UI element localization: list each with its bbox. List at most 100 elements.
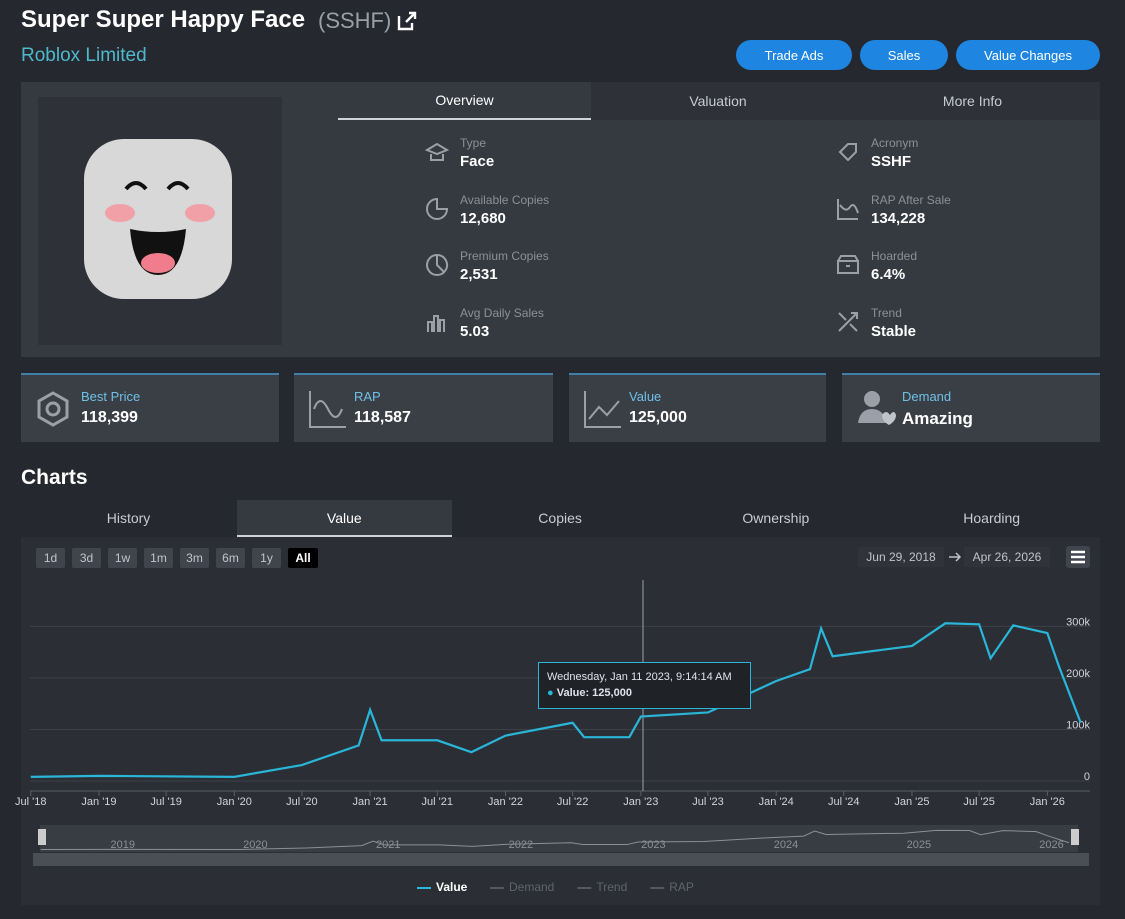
navigator-label: 2019 — [111, 839, 135, 851]
stat-label: Avg Daily Sales — [460, 306, 544, 320]
x-tick-label: Jan '24 — [759, 796, 794, 808]
value-changes-button[interactable]: Value Changes — [956, 40, 1100, 70]
trade-ads-button[interactable]: Trade Ads — [736, 40, 852, 70]
sales-button[interactable]: Sales — [860, 40, 948, 70]
card-label: Demand — [902, 389, 952, 404]
menu-button[interactable] — [1066, 546, 1090, 568]
chart-tab[interactable]: Ownership — [742, 509, 810, 526]
navigator-label: 2026 — [1039, 839, 1063, 851]
range-button[interactable]: 1y — [252, 548, 281, 568]
value-line — [30, 622, 1082, 778]
stat-label: Type — [460, 136, 487, 150]
legend-label: Value — [436, 880, 468, 894]
stat-value: 6.4% — [871, 266, 906, 283]
x-tick-label: Jul '21 — [422, 796, 453, 808]
x-tick-label: Jul '23 — [692, 796, 723, 808]
label: Sales — [887, 47, 921, 63]
stat-value: Stable — [871, 323, 917, 340]
card: RAP 118,587 — [294, 373, 553, 442]
navigator-handle[interactable] — [38, 829, 46, 845]
tab-valuation[interactable]: Valuation — [591, 82, 845, 120]
stat-icon — [425, 142, 449, 161]
y-tick-label: 0 — [1084, 771, 1090, 783]
navigator-scrollbar — [33, 853, 1089, 866]
stat-icon — [426, 254, 449, 276]
range-button[interactable]: All — [288, 548, 318, 568]
tooltip-date: Wednesday, Jan 11 2023, 9:14:14 AM — [547, 671, 732, 683]
stat-value: 12,680 — [460, 210, 506, 227]
tab-overview[interactable]: Overview — [338, 82, 591, 120]
chart-tab[interactable]: Hoarding — [963, 509, 1021, 526]
x-tick-label: Jul '19 — [150, 796, 181, 808]
stat-value: 2,531 — [460, 266, 498, 283]
card-value: 118,587 — [354, 409, 411, 426]
stat-icon — [426, 197, 449, 220]
item-image — [38, 97, 282, 345]
label: Trade Ads — [764, 47, 824, 63]
card-value: 118,399 — [81, 409, 138, 426]
chart-tab[interactable]: Copies — [538, 509, 582, 526]
stat-icon — [837, 199, 859, 220]
chart-tab[interactable]: Value — [236, 500, 452, 537]
tab-more-info[interactable]: More Info — [845, 82, 1100, 120]
x-tick-label: Jan '22 — [488, 796, 523, 808]
legend-label: RAP — [669, 880, 694, 894]
x-tick-label: Jul '22 — [557, 796, 588, 808]
range-button[interactable]: 6m — [216, 548, 245, 568]
legend-label: Demand — [509, 880, 554, 894]
navigator-label: 2022 — [509, 839, 533, 851]
stat-icon — [427, 315, 445, 332]
navigator-label: 2025 — [907, 839, 931, 851]
stat-label: Premium Copies — [460, 249, 549, 263]
external-link-icon[interactable] — [396, 10, 418, 32]
stat-icon — [838, 143, 857, 162]
range-button[interactable]: 1m — [144, 548, 173, 568]
x-tick-label: Jul '25 — [963, 796, 994, 808]
range-button[interactable]: 1w — [108, 548, 137, 568]
card-label: Value — [629, 389, 662, 404]
legend-label: Trend — [596, 880, 627, 894]
arrow-icon — [949, 552, 962, 562]
stat-label: Acronym — [871, 136, 919, 150]
card-label: RAP — [354, 389, 381, 404]
subtitle[interactable]: Roblox Limited — [21, 45, 147, 66]
navigator — [40, 825, 1078, 852]
stat-icon — [838, 312, 858, 332]
tooltip-value: ● Value: 125,000 — [547, 687, 632, 699]
range-button[interactable]: 1d — [36, 548, 65, 568]
range-button[interactable]: 3m — [180, 548, 209, 568]
range-from[interactable]: Jun 29, 2018 — [858, 547, 944, 567]
chart-tab[interactable]: History — [106, 509, 151, 526]
y-tick-label: 200k — [1066, 668, 1090, 680]
navigator-label: 2024 — [774, 839, 798, 851]
card-label: Best Price — [81, 389, 141, 404]
x-tick-label: Jan '19 — [81, 796, 116, 808]
navigator-handle[interactable] — [1071, 829, 1079, 845]
stat-value: SSHF — [871, 153, 912, 170]
y-tick-label: 300k — [1066, 616, 1090, 628]
tooltip-text: Value: 125,000 — [556, 687, 632, 699]
stat-value: Face — [460, 153, 495, 170]
x-tick-label: Jan '26 — [1030, 796, 1065, 808]
x-tick-label: Jan '25 — [894, 796, 929, 808]
range-to[interactable]: Apr 26, 2026 — [964, 547, 1050, 567]
card-value: 125,000 — [629, 409, 687, 426]
stat-label: Trend — [871, 306, 902, 320]
card: Best Price 118,399 — [21, 373, 279, 442]
label: Value Changes — [984, 47, 1072, 63]
card: Demand Amazing — [842, 373, 1100, 442]
card-value: Amazing — [902, 409, 973, 428]
x-tick-label: Jul '18 — [15, 796, 46, 808]
charts-heading: Charts — [21, 466, 88, 489]
y-tick-label: 100k — [1066, 719, 1090, 731]
x-tick-label: Jan '20 — [217, 796, 252, 808]
x-tick-label: Jul '24 — [828, 796, 859, 808]
card: Value 125,000 — [569, 373, 826, 442]
range-button[interactable]: 3d — [72, 548, 101, 568]
stat-icon — [837, 255, 859, 274]
stat-value: 5.03 — [460, 323, 490, 340]
stat-value: 134,228 — [871, 210, 926, 227]
navigator-label: 2020 — [243, 839, 267, 851]
acronym: (SSHF) — [318, 8, 392, 33]
